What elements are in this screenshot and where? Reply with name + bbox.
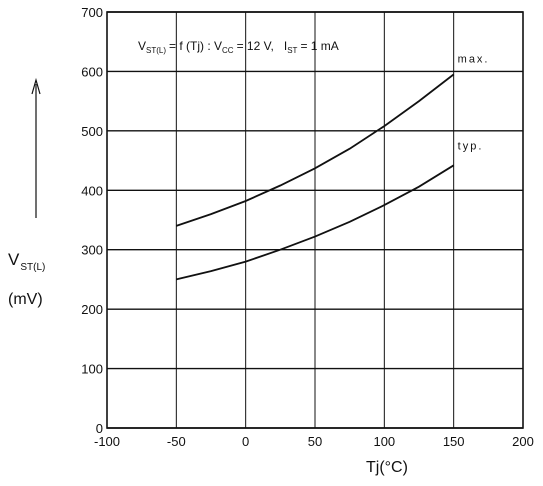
x-tick-label: -50	[167, 434, 186, 449]
series-label-max: max.	[458, 53, 490, 65]
grid-lines	[106, 11, 524, 429]
x-tick-label: 50	[308, 434, 322, 449]
x-tick-label: 100	[373, 434, 395, 449]
series-label-typ: typ.	[458, 140, 484, 152]
arrow-head-icon	[31, 77, 41, 95]
x-tick-label: -100	[94, 434, 120, 449]
y-tick-label: 700	[81, 5, 103, 20]
y-tick-label: 100	[81, 362, 103, 377]
y-tick-label: 300	[81, 243, 103, 258]
series-lines	[176, 73, 455, 281]
y-axis-label: VST(L)	[8, 250, 45, 273]
y-tick-label: 500	[81, 124, 103, 139]
x-axis-label: Tj(°C)	[366, 459, 408, 476]
plot-frame	[106, 11, 524, 429]
y-tick-label: 400	[81, 183, 103, 198]
y-tick-labels: 0 100 200 300 400 500 600 700	[81, 5, 103, 436]
series-line-max	[176, 73, 455, 227]
y-tick-label: 600	[81, 64, 103, 79]
series-line-typ	[176, 164, 455, 281]
y-axis-unit: (mV)	[8, 291, 43, 308]
x-tick-label: 200	[512, 434, 534, 449]
y-tick-label: 0	[96, 421, 103, 436]
x-tick-label: 150	[443, 434, 465, 449]
y-tick-label: 200	[81, 302, 103, 317]
series-labels: max. typ.	[458, 53, 490, 152]
x-tick-label: 0	[242, 434, 249, 449]
x-tick-labels: -100 -50 0 50 100 150 200	[94, 434, 534, 449]
chart-annotation: VST(L) = f (Tj) : VCC = 12 V, IST = 1 mA	[138, 39, 339, 55]
